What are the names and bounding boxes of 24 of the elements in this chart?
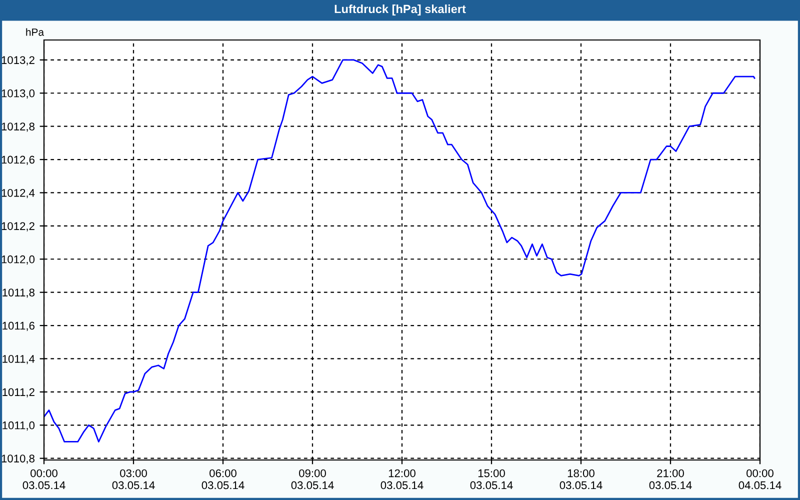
- y-axis-title: hPa: [26, 28, 44, 36]
- x-tick-label: 03:00 03.05.14: [112, 469, 155, 490]
- y-tick-label: 1013,0: [2, 89, 35, 99]
- x-tick-label: 21:00 03.05.14: [649, 469, 692, 490]
- x-tick-label: 15:00 03.05.14: [470, 469, 513, 490]
- x-tick-label: 00:00 03.05.14: [22, 469, 66, 490]
- y-tick-label: 1011,8: [2, 288, 34, 298]
- y-tick-label: 1010,8: [2, 454, 34, 464]
- y-tick-label: 1012,8: [2, 122, 34, 132]
- y-tick-label: 1012,6: [2, 156, 34, 165]
- y-tick-label: 1012,2: [2, 222, 34, 232]
- x-tick-label: 09:00 03.05.14: [291, 469, 334, 490]
- y-tick-label: 1012,0: [2, 255, 35, 265]
- x-tick-label: 12:00 03.05.14: [380, 469, 424, 490]
- y-tick-label: 1013,2: [2, 56, 34, 66]
- chart-title: Luftdruck [hPa] skaliert: [334, 4, 466, 16]
- y-tick-label: 1011,6: [2, 322, 34, 331]
- x-tick-label: 00:00 04.05.14: [738, 469, 782, 490]
- y-tick-label: 1011,2: [2, 388, 34, 398]
- x-tick-label: 18:00 03.05.14: [560, 469, 602, 490]
- y-tick-label: 1011,0: [2, 421, 35, 431]
- x-tick-label: 06:00 03.05.14: [202, 469, 244, 490]
- y-tick-label: 1012,4: [2, 188, 35, 198]
- y-tick-label: 1011,4: [2, 355, 35, 364]
